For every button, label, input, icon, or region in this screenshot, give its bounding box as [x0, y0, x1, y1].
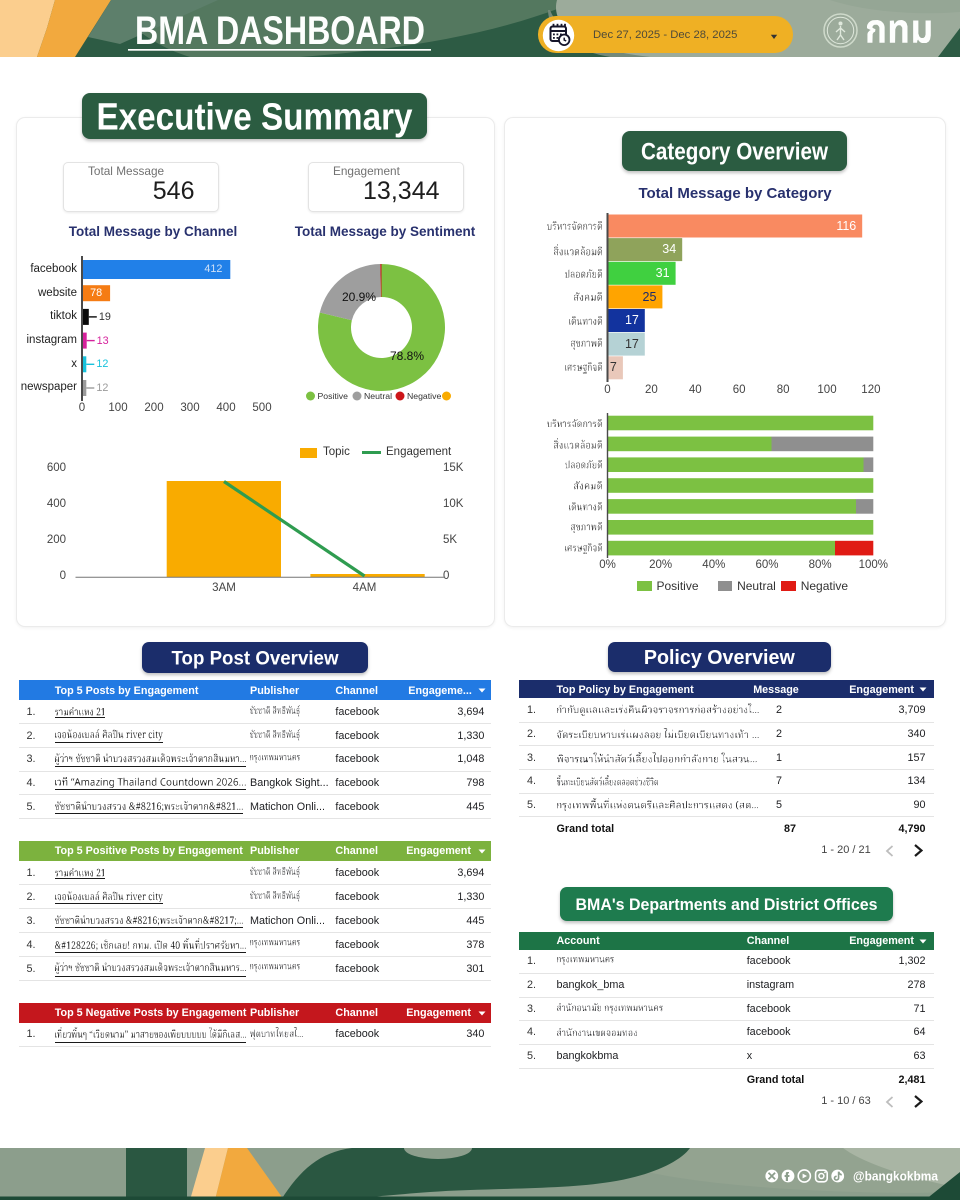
svg-text:Policy Overview: Policy Overview: [644, 647, 795, 669]
svg-text:Top Post Overview: Top Post Overview: [172, 648, 339, 669]
svg-text:Executive Summary: Executive Summary: [97, 97, 413, 139]
svg-text:@bangkokbma: @bangkokbma: [853, 1169, 939, 1184]
svg-text:BMA's Departments and District: BMA's Departments and District Offices: [576, 895, 878, 914]
svg-text:BMA DASHBOARD: BMA DASHBOARD: [135, 9, 425, 53]
svg-text:Category Overview: Category Overview: [641, 139, 828, 166]
